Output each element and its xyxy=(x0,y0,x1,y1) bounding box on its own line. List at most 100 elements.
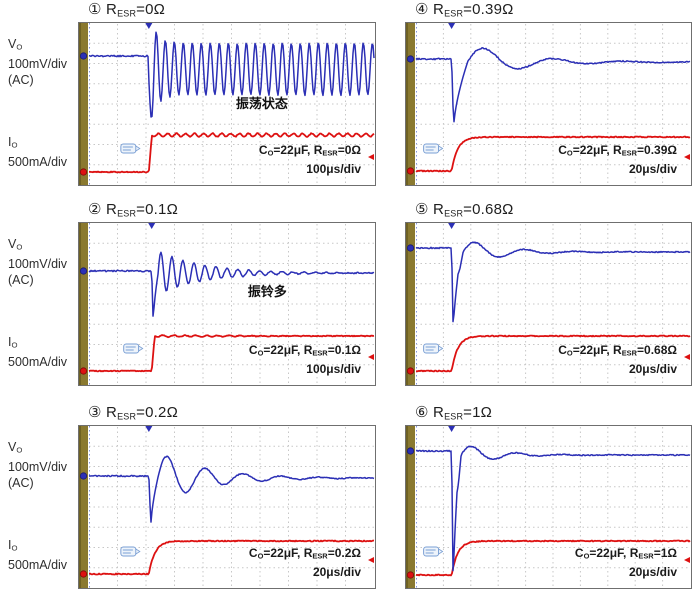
oscilloscope-panel-5: CO=22μF, RESR=0.68Ω 20μs/div xyxy=(405,222,692,386)
trigger-position-marker xyxy=(148,223,156,229)
trigger-level-marker xyxy=(684,354,690,360)
io-trace xyxy=(88,334,375,373)
scope-screen xyxy=(406,426,691,588)
vo-scale: 100mV/div xyxy=(8,256,68,271)
trigger-position-marker xyxy=(448,426,456,432)
io-channel-marker xyxy=(406,167,415,175)
trigger-position-marker xyxy=(448,23,456,29)
condition-annotation: CO=22μF, RESR=0.1Ω 100μs/div xyxy=(249,342,361,377)
scope-left-bar xyxy=(406,223,415,385)
oscilloscope-panel-3: CO=22μF, RESR=0.2Ω 20μs/div xyxy=(78,425,376,589)
io-scale: 500mA/div xyxy=(8,354,68,369)
vo-name: VO xyxy=(8,440,23,455)
scope-left-bar xyxy=(79,223,88,385)
condition-annotation: CO=22μF, RESR=0.68Ω 20μs/div xyxy=(558,342,677,377)
condition-line: CO=22μF, RESR=1Ω xyxy=(574,545,677,560)
vo-axis-label-row2: VO 100mV/div (AC) xyxy=(8,236,67,288)
scope-left-bar-edge xyxy=(406,223,408,385)
vo-trace xyxy=(415,47,691,123)
scope-screen xyxy=(406,223,691,385)
scope-left-bar-edge xyxy=(406,426,408,588)
vo-scale: 100mV/div xyxy=(8,56,68,71)
scope-screen xyxy=(79,426,375,588)
vo-channel-marker xyxy=(406,244,415,252)
io-trace xyxy=(89,539,375,576)
oscilloscope-panel-2: CO=22μF, RESR=0.1Ω 100μs/div 振铃多 xyxy=(78,222,376,386)
io-name: IO xyxy=(8,538,18,553)
trigger-level-marker xyxy=(684,557,690,563)
run-badge-icon xyxy=(423,143,444,154)
panel-title-6: ⑥ RESR=1Ω xyxy=(415,404,493,422)
run-badge-box xyxy=(423,343,440,354)
io-trace xyxy=(415,539,691,577)
trigger-level-marker xyxy=(368,154,374,160)
trigger-position-marker xyxy=(145,23,153,29)
run-badge-tail xyxy=(438,345,444,352)
vo-trace xyxy=(415,445,691,572)
vo-channel-marker xyxy=(79,267,88,275)
oscilloscope-panel-6: CO=22μF, RESR=1Ω 20μs/div xyxy=(405,425,692,589)
scope-left-bar xyxy=(406,426,415,588)
io-trace xyxy=(415,135,691,173)
io-name: IO xyxy=(8,335,18,350)
panel-title-1: ① RESR=0Ω xyxy=(88,1,166,19)
run-badge-glyphs xyxy=(122,146,133,151)
scope-left-bar xyxy=(79,23,88,185)
graticule xyxy=(416,427,690,587)
io-axis-label-row1: IO 500mA/div xyxy=(8,134,67,170)
io-trace xyxy=(89,132,375,174)
run-badge-tail xyxy=(438,145,444,152)
vo-trace xyxy=(415,241,691,323)
panel-title-2: ② RESR=0.1Ω xyxy=(88,201,178,219)
scope-left-bar xyxy=(406,23,415,185)
graticule xyxy=(416,24,690,184)
vo-channel-marker xyxy=(79,472,88,480)
graticule xyxy=(89,24,374,184)
condition-annotation: CO=22μF, RESR=0.2Ω 20μs/div xyxy=(249,545,361,580)
scope-left-bar-edge xyxy=(79,23,81,185)
run-badge-tail xyxy=(138,345,144,352)
vo-trace xyxy=(88,251,375,317)
vo-scale: 100mV/div xyxy=(8,459,68,474)
scope-left-bar-edge xyxy=(406,23,408,185)
run-badge-icon xyxy=(423,546,444,557)
graticule xyxy=(416,224,690,384)
vo-trace xyxy=(88,455,375,523)
condition-annotation: CO=22μF, RESR=0.39Ω 20μs/div xyxy=(558,142,677,177)
run-badge-tail xyxy=(135,548,141,555)
scope-screen xyxy=(406,23,691,185)
condition-annotation: CO=22μF, RESR=0Ω 100μs/div xyxy=(259,142,361,177)
vo-channel-marker xyxy=(406,55,415,63)
run-badge-glyphs xyxy=(425,549,436,554)
run-badge-glyphs xyxy=(425,346,436,351)
panel-title-5: ⑤ RESR=0.68Ω xyxy=(415,201,514,219)
run-badge-icon xyxy=(423,343,444,354)
scope-left-bar xyxy=(79,426,88,588)
condition-line: CO=22μF, RESR=0.39Ω xyxy=(558,142,677,157)
waveform-note-cn: 振铃多 xyxy=(247,284,287,299)
io-channel-marker xyxy=(79,168,88,176)
condition-annotation: CO=22μF, RESR=1Ω 20μs/div xyxy=(575,545,677,580)
condition-line: CO=22μF, RESR=0.2Ω xyxy=(248,545,361,560)
vo-trace xyxy=(88,31,375,118)
panel-title-3: ③ RESR=0.2Ω xyxy=(88,404,178,422)
run-badge-box xyxy=(120,546,137,557)
trigger-position-marker xyxy=(448,223,456,229)
timebase-label: 20μs/div xyxy=(312,565,361,579)
condition-line: CO=22μF, RESR=0.1Ω xyxy=(248,342,361,357)
vo-name: VO xyxy=(8,37,23,52)
run-badge-box xyxy=(120,143,137,154)
io-channel-marker xyxy=(79,570,88,578)
vo-coupling: (AC) xyxy=(8,72,34,87)
io-scale: 500mA/div xyxy=(8,154,68,169)
waveform-note-cn: 振荡状态 xyxy=(235,96,288,111)
vo-axis-label-row3: VO 100mV/div (AC) xyxy=(8,439,67,491)
run-badge-tail xyxy=(438,548,444,555)
run-badge-box xyxy=(423,546,440,557)
timebase-label: 20μs/div xyxy=(628,565,677,579)
run-badge-icon xyxy=(120,143,141,154)
io-scale: 500mA/div xyxy=(8,557,68,572)
condition-line: CO=22μF, RESR=0.68Ω xyxy=(558,342,677,357)
run-badge-tail xyxy=(135,145,141,152)
